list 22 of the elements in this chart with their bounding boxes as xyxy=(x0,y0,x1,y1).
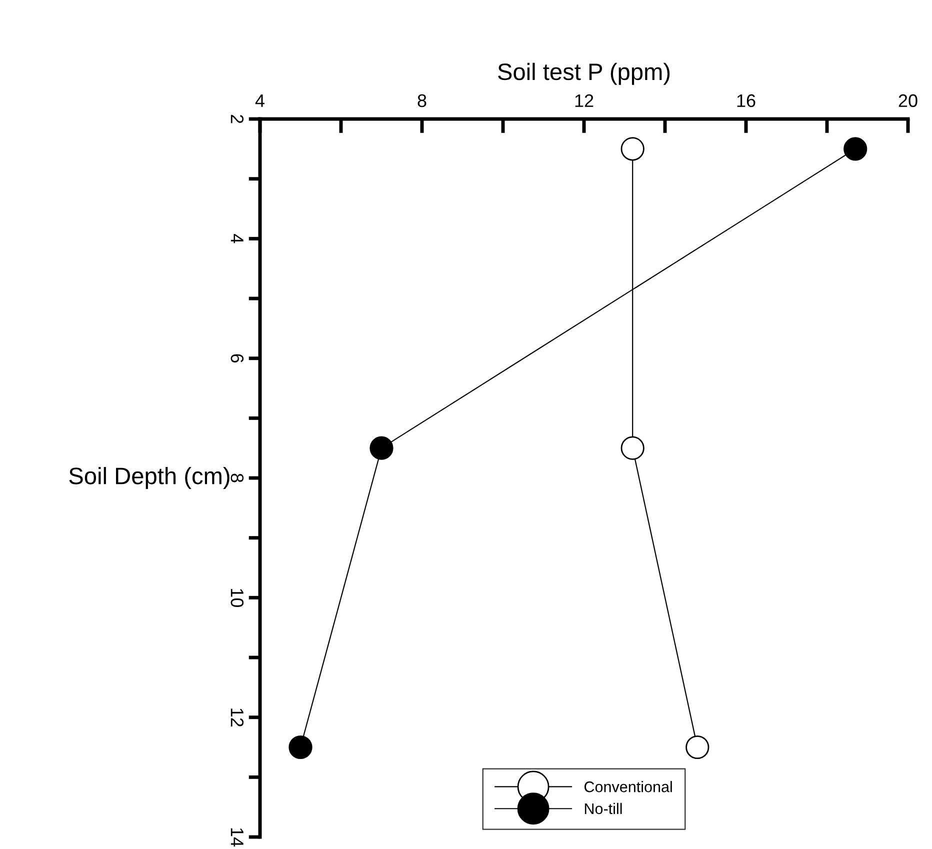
x-axis-title: Soil test P (ppm) xyxy=(498,62,670,85)
y-tick-label: 2 xyxy=(230,114,244,124)
y-tick-label: 8 xyxy=(230,474,244,482)
y-tick-label: 12 xyxy=(230,708,244,726)
x-tick-label: 20 xyxy=(898,94,918,108)
y-tick-label: 6 xyxy=(230,354,244,363)
legend-label: Conventional xyxy=(584,781,672,792)
y-tick-label: 4 xyxy=(230,234,244,244)
x-tick-label: 4 xyxy=(255,94,264,107)
y-axis-title: Soil Depth (cm) xyxy=(69,466,230,490)
x-tick-label: 16 xyxy=(737,94,756,108)
point xyxy=(288,735,312,760)
legend-label: No-till xyxy=(584,802,622,814)
point xyxy=(370,436,394,460)
point xyxy=(686,735,710,760)
x-tick-label: 8 xyxy=(418,94,426,108)
y-tick-label: 14 xyxy=(230,828,244,847)
y-tick-label: 10 xyxy=(230,589,244,608)
point xyxy=(844,137,868,161)
point xyxy=(620,137,644,161)
x-tick-label: 12 xyxy=(575,94,594,107)
point xyxy=(620,436,644,460)
